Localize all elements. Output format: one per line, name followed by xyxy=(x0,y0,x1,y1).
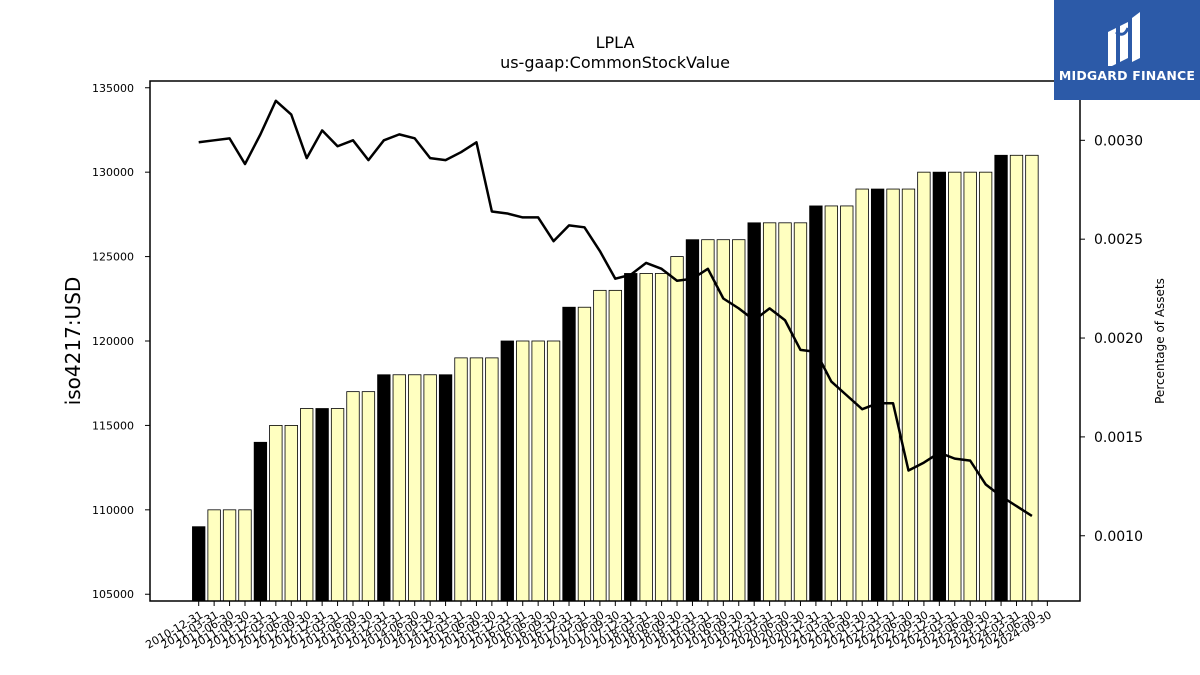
bar xyxy=(932,171,946,602)
bar xyxy=(207,509,221,602)
line-group xyxy=(198,99,1033,518)
bar xyxy=(670,256,684,602)
y2-axis-label: Percentage of Assets xyxy=(1153,278,1167,404)
y-tick-label: 115000 xyxy=(92,419,134,432)
bar xyxy=(253,441,268,602)
bar xyxy=(824,205,838,602)
bar xyxy=(577,306,592,602)
y-tick-label: 125000 xyxy=(92,251,134,264)
bar xyxy=(793,222,808,602)
bar xyxy=(330,408,345,602)
bar xyxy=(732,239,746,602)
bar xyxy=(963,171,977,602)
bar xyxy=(593,289,607,602)
percentage-line xyxy=(198,99,1033,518)
bar xyxy=(315,408,329,602)
bar xyxy=(469,357,484,602)
bar xyxy=(624,273,638,602)
bar xyxy=(238,509,252,602)
bar xyxy=(701,239,715,602)
bar xyxy=(809,205,823,602)
bar xyxy=(485,357,499,602)
bar xyxy=(685,239,700,602)
brand-logo: MIDGARD FINANCE xyxy=(1054,0,1200,100)
bar xyxy=(300,408,314,602)
chart-title: LPLA xyxy=(596,33,635,52)
bar xyxy=(284,425,298,602)
bar xyxy=(855,188,869,602)
bar xyxy=(870,188,885,602)
bar xyxy=(978,171,993,602)
bar xyxy=(747,222,761,602)
y-axis-right: 0.0010 0.0015 0.0020 0.0025 0.0030 xyxy=(1080,133,1143,545)
bar xyxy=(377,374,391,602)
bar xyxy=(716,239,730,602)
y-axis-left: 105000 110000 115000 120000 125000 130000 1350… xyxy=(92,82,150,601)
bar xyxy=(192,526,206,602)
bar xyxy=(562,306,576,602)
y-tick-label: 130000 xyxy=(92,166,134,179)
bar xyxy=(608,289,622,602)
bar xyxy=(546,340,561,602)
chart-subtitle: us-gaap:CommonStockValue xyxy=(500,53,730,72)
bar xyxy=(778,222,792,602)
bar xyxy=(639,273,653,602)
bar xyxy=(948,171,962,602)
y-axis-label: iso4217:USD xyxy=(61,277,85,406)
y-tick-label: 120000 xyxy=(92,335,134,348)
bar xyxy=(454,357,468,602)
y-tick-label: 105000 xyxy=(92,588,134,601)
bar xyxy=(423,374,437,602)
brand-name: MIDGARD FINANCE xyxy=(1058,68,1196,83)
bar xyxy=(269,425,283,602)
bar xyxy=(762,222,777,602)
bar xyxy=(994,154,1008,602)
y2-tick-label: 0.0030 xyxy=(1094,133,1143,149)
bar xyxy=(886,188,900,602)
logo-mark-icon xyxy=(1108,12,1140,66)
bar xyxy=(840,205,854,602)
bar xyxy=(654,273,669,602)
y2-tick-label: 0.0015 xyxy=(1094,430,1143,446)
bar xyxy=(531,340,545,602)
y2-tick-label: 0.0020 xyxy=(1094,331,1143,347)
bars-group xyxy=(192,154,1039,602)
y-tick-label: 135000 xyxy=(92,82,134,95)
bar xyxy=(361,391,376,602)
bar xyxy=(408,374,422,602)
bar xyxy=(516,340,530,602)
y-tick-label: 110000 xyxy=(92,504,134,517)
bar xyxy=(392,374,406,602)
bar xyxy=(1009,154,1024,602)
bar xyxy=(438,374,453,602)
bar xyxy=(500,340,514,602)
bar xyxy=(917,171,931,602)
x-axis: 2010-12-312011-03-312011-06-302011-09-30… xyxy=(143,601,1054,652)
y2-tick-label: 0.0025 xyxy=(1094,232,1143,248)
bar xyxy=(346,391,360,602)
bar xyxy=(901,188,916,602)
y2-tick-label: 0.0010 xyxy=(1094,529,1143,545)
bar xyxy=(222,509,237,602)
bar xyxy=(1025,154,1039,602)
